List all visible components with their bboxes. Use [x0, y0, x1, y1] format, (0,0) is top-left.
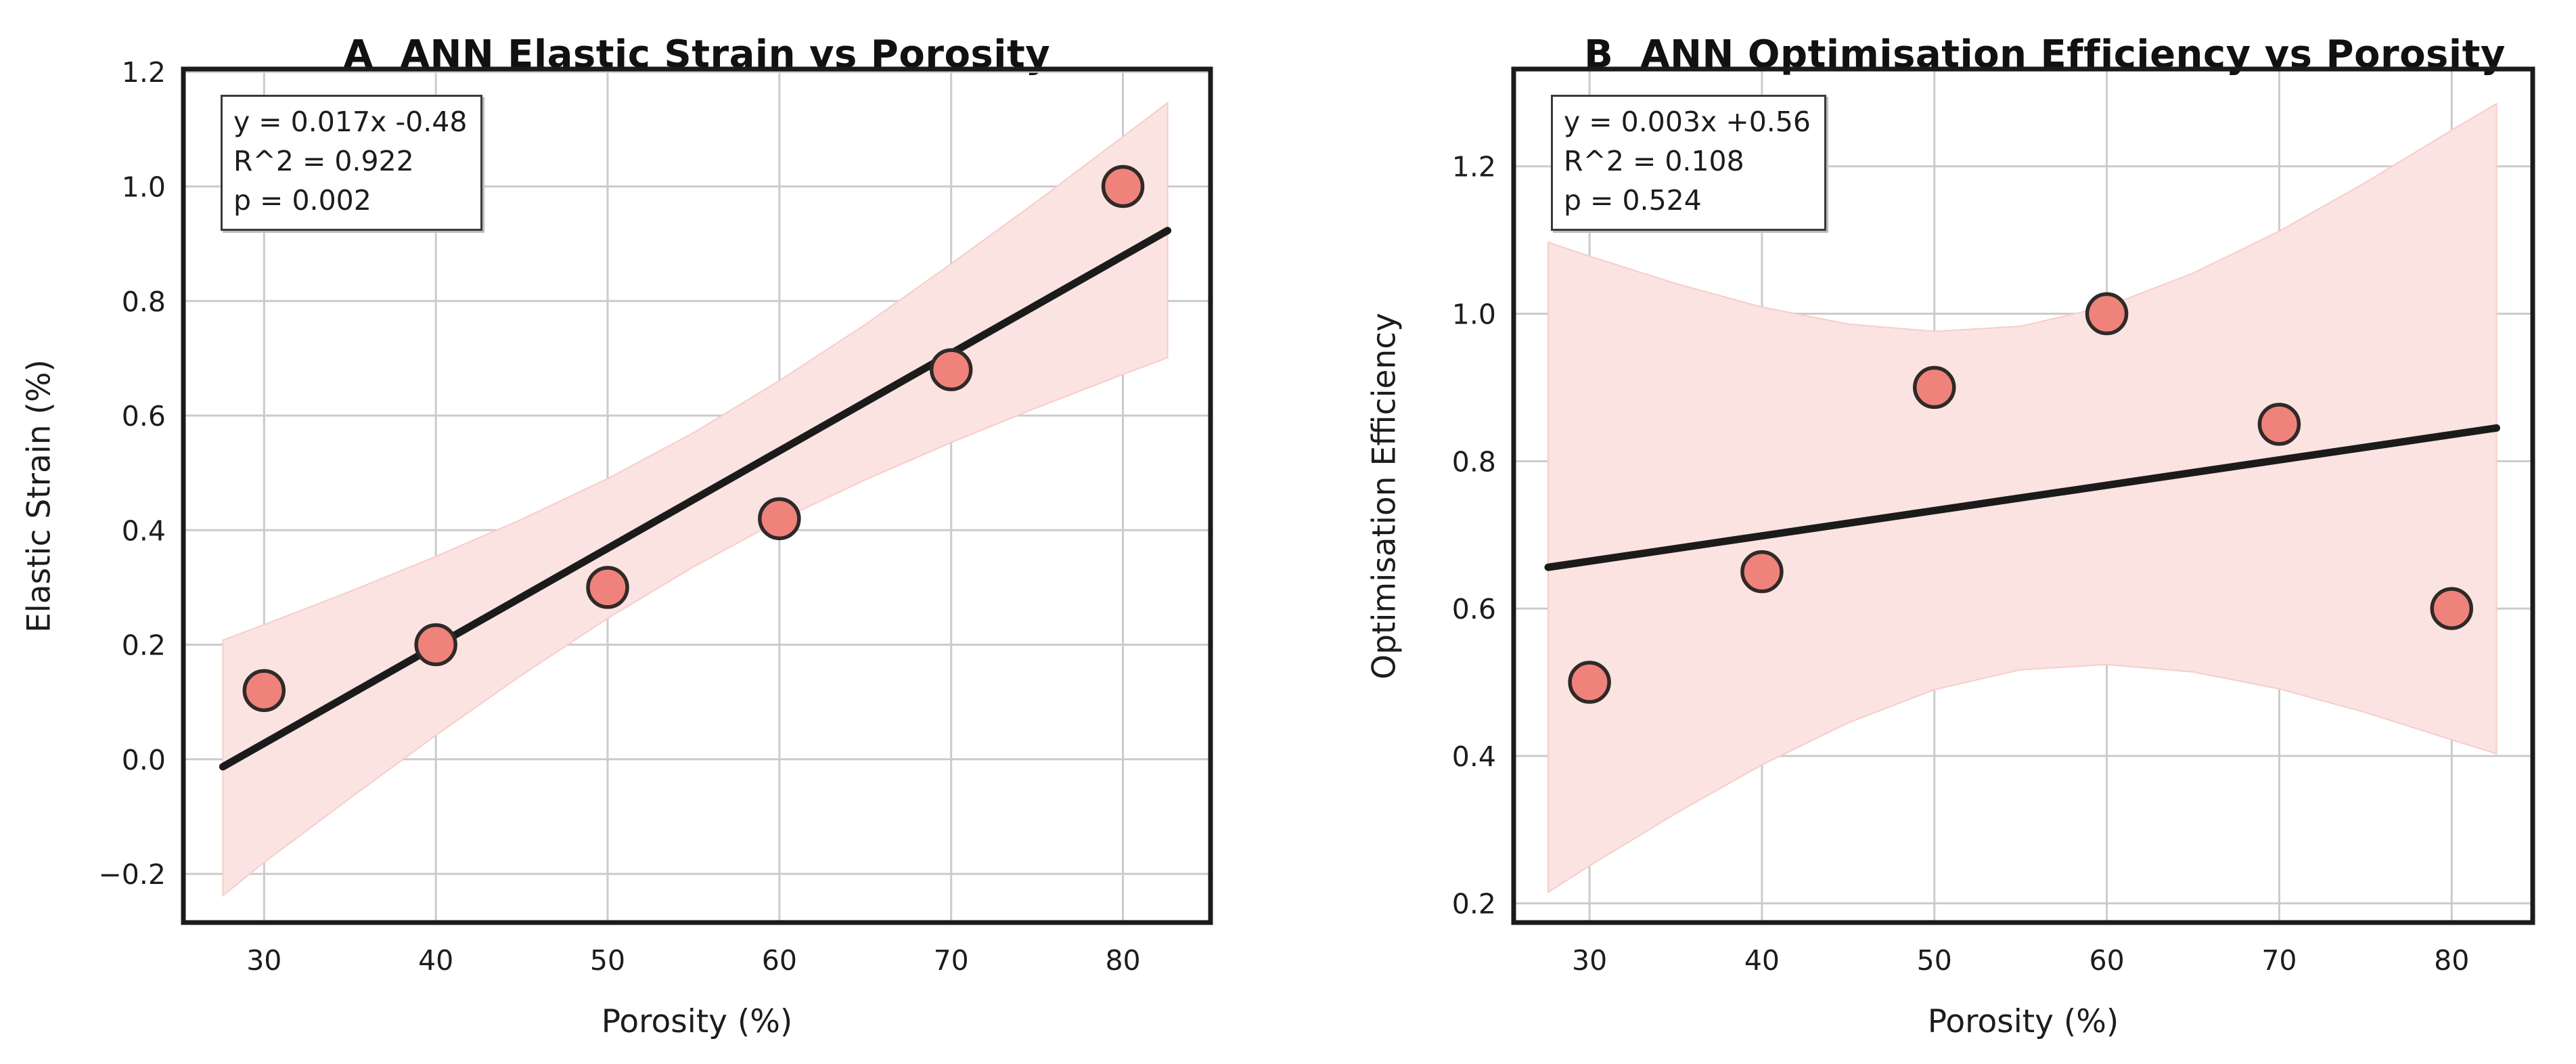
data-point: [758, 497, 801, 541]
fit-equation: y = 0.003x +0.56: [1564, 106, 1811, 138]
fit-equation: y = 0.017x -0.48: [233, 106, 468, 138]
plot-frame: [181, 66, 1213, 925]
x-tick-label: 50: [590, 944, 625, 977]
panel-a-stats-box: y = 0.017x -0.48 R^2 = 0.922 p = 0.002: [221, 95, 483, 231]
y-tick-label: 1.0: [1452, 298, 1496, 331]
data-point: [1740, 550, 1784, 594]
data-point: [1913, 365, 1956, 409]
fit-p-value: p = 0.524: [1564, 184, 1702, 217]
data-point: [929, 348, 973, 392]
data-point: [2085, 292, 2129, 336]
data-point: [2257, 403, 2301, 446]
data-point: [2430, 587, 2473, 630]
data-point: [586, 566, 629, 609]
y-tick-label: 0.8: [122, 286, 166, 318]
data-point: [242, 669, 286, 712]
x-tick-label: 70: [2261, 944, 2297, 977]
y-tick-label: 0.4: [122, 514, 166, 547]
panel-b-plot-area: 30 40 50 60 70 80 0.2 0.4 0.6 0.8 1.0 1.2 y = 0.003…: [1452, 66, 2535, 977]
panel-a-canvas: 30 40 50 60 70 80 −0.2 0.0 0.2 0.4 0.6 0.8 1.0 1.2: [98, 56, 1213, 977]
y-tick-label: 0.6: [122, 400, 166, 433]
fit-r-squared: R^2 = 0.108: [1564, 145, 1744, 178]
y-tick-label: 1.2: [1452, 151, 1496, 183]
regression-line: [1544, 424, 2500, 571]
x-tick-label: 40: [1744, 944, 1780, 977]
regression-line: [219, 227, 1172, 771]
x-tick-label: 60: [762, 944, 797, 977]
data-point: [1568, 661, 1611, 704]
x-tick-label: 40: [418, 944, 453, 977]
x-tick-label: 70: [934, 944, 969, 977]
panel-b-canvas: 30 40 50 60 70 80 0.2 0.4 0.6 0.8 1.0 1.2: [1452, 66, 2535, 977]
data-point: [1101, 164, 1145, 208]
data-point: [414, 623, 457, 667]
y-tick-label: 0.4: [1452, 740, 1496, 773]
x-tick-label: 60: [2089, 944, 2125, 977]
panel-a-plot-area: 30 40 50 60 70 80 −0.2 0.0 0.2 0.4 0.6 0.8 1.0 1.2 y …: [98, 56, 1213, 977]
panel-b-stats-box: y = 0.003x +0.56 R^2 = 0.108 p = 0.524: [1551, 95, 1826, 231]
x-tick-label: 30: [1572, 944, 1607, 977]
panel-b-x-axis-label: Porosity (%): [1927, 1003, 2119, 1040]
panel-b-y-axis-label: Optimisation Efficiency: [1365, 313, 1403, 680]
x-tick-label: 30: [246, 944, 281, 977]
y-tick-label: −0.2: [98, 858, 166, 891]
fit-r-squared: R^2 = 0.922: [233, 145, 414, 178]
y-tick-label: 0.6: [1452, 593, 1496, 625]
x-tick-label: 80: [1105, 944, 1140, 977]
plot-frame: [1511, 66, 2535, 925]
y-tick-label: 0.2: [122, 629, 166, 662]
y-tick-label: 1.0: [122, 171, 166, 203]
fit-p-value: p = 0.002: [233, 184, 371, 217]
y-tick-label: 0.0: [122, 744, 166, 776]
x-tick-label: 50: [1917, 944, 1952, 977]
y-tick-label: 1.2: [122, 56, 166, 89]
y-tick-label: 0.2: [1452, 888, 1496, 921]
panel-a-x-axis-label: Porosity (%): [601, 1003, 793, 1040]
x-tick-label: 80: [2434, 944, 2469, 977]
y-tick-label: 0.8: [1452, 445, 1496, 478]
